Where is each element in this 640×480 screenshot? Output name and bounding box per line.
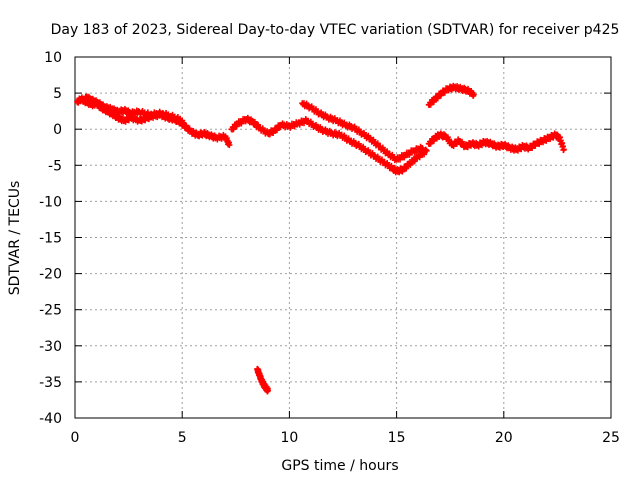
grid: [75, 57, 611, 418]
data-point: [423, 147, 430, 154]
y-tick-label: -5: [48, 158, 62, 174]
y-axis-label: SDTVAR / TECUs: [7, 181, 23, 296]
data-point-fill: [418, 146, 425, 153]
y-tick-label: 5: [53, 86, 62, 102]
y-tick-label: -10: [39, 194, 62, 210]
y-tick-label: 0: [53, 122, 62, 138]
y-tick-label: -30: [39, 339, 62, 355]
data-point: [264, 387, 271, 394]
data-point: [419, 144, 426, 151]
x-tick-label: 10: [280, 430, 298, 446]
data-point: [560, 146, 567, 153]
x-tick-label: 20: [495, 430, 513, 446]
x-tick-label: 25: [602, 430, 620, 446]
y-tick-label: -35: [39, 375, 62, 391]
data-points: [74, 82, 567, 395]
x-tick-label: 0: [71, 430, 80, 446]
y-tick-label: -40: [39, 411, 62, 427]
data-point: [226, 142, 233, 149]
y-tick-label: 10: [44, 50, 62, 66]
data-point: [179, 117, 186, 124]
x-tick-label: 5: [178, 430, 187, 446]
axis-ticks: 0 5 10 15 20 25 10 5 0 -5 -10 -15 -20 -25 -30 -35 -40: [39, 50, 620, 446]
data-point: [470, 91, 477, 98]
x-axis-label: GPS time / hours: [281, 458, 398, 474]
y-tick-label: -25: [39, 303, 62, 319]
y-tick-label: -20: [39, 267, 62, 283]
data-point-fill: [374, 140, 381, 147]
chart-title: Day 183 of 2023, Sidereal Day-to-day VTE…: [51, 22, 620, 38]
y-tick-label: -15: [39, 231, 62, 247]
x-tick-label: 15: [388, 430, 406, 446]
